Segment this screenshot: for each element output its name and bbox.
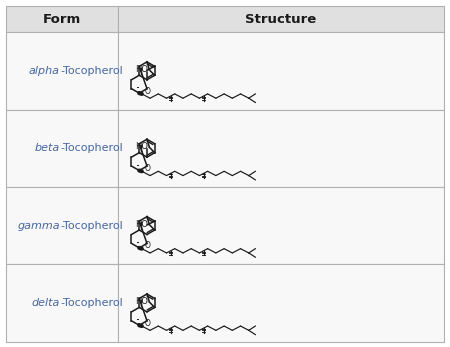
Text: gamma: gamma (18, 221, 60, 230)
Text: -Tocopherol: -Tocopherol (60, 143, 123, 153)
Bar (6, 187, 117, 264)
Bar (117, 264, 444, 342)
Text: HO: HO (135, 65, 148, 74)
Bar (117, 110, 444, 187)
Text: beta: beta (35, 143, 60, 153)
Bar (117, 6, 444, 32)
Text: O: O (144, 164, 150, 173)
Text: -Tocopherol: -Tocopherol (60, 66, 123, 76)
Text: alpha: alpha (29, 66, 60, 76)
Bar (117, 32, 444, 110)
Text: -Tocopherol: -Tocopherol (60, 298, 123, 308)
Bar (6, 264, 117, 342)
Bar (6, 110, 117, 187)
Text: Structure: Structure (245, 13, 316, 26)
Text: HO: HO (135, 220, 148, 229)
Text: -Tocopherol: -Tocopherol (60, 221, 123, 230)
Text: HO: HO (135, 142, 148, 151)
Bar (6, 32, 117, 110)
Text: O: O (144, 319, 150, 328)
Bar (6, 6, 117, 32)
Text: O: O (144, 242, 150, 251)
Text: delta: delta (32, 298, 60, 308)
Text: O: O (144, 87, 150, 96)
Bar (117, 187, 444, 264)
Text: Form: Form (43, 13, 81, 26)
Text: HO: HO (135, 297, 148, 306)
